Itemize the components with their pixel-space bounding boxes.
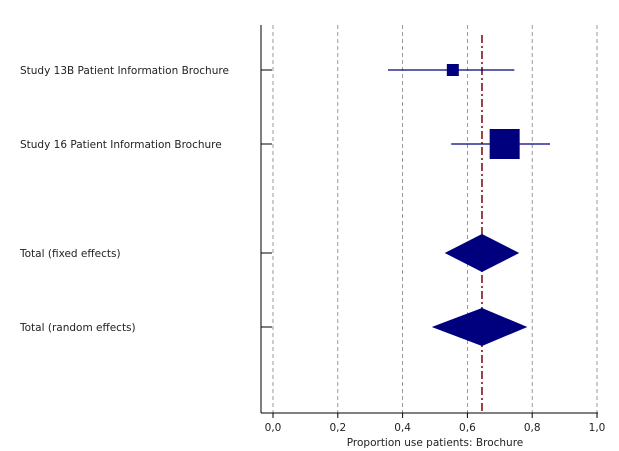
study-marker-1 bbox=[489, 129, 520, 159]
x-tick-label-5: 1,0 bbox=[589, 422, 606, 434]
grid-lines bbox=[272, 25, 598, 413]
study-label-1: Study 16 Patient Information Brochure bbox=[20, 139, 222, 151]
x-tick-label-1: 0,2 bbox=[329, 422, 346, 434]
pooled-diamond-2 bbox=[444, 234, 520, 272]
x-tick-label-0: 0,0 bbox=[265, 422, 282, 434]
total-label-3: Total (random effects) bbox=[19, 322, 136, 334]
x-tick-label-3: 0,6 bbox=[459, 422, 476, 434]
study-label-0: Study 13B Patient Information Brochure bbox=[20, 65, 229, 77]
x-axis-label: Proportion use patients: Brochure bbox=[347, 437, 524, 449]
study-marker-0 bbox=[446, 64, 459, 76]
x-tick-label-2: 0,4 bbox=[394, 422, 411, 434]
pooled-diamond-3 bbox=[431, 308, 528, 346]
axes bbox=[260, 25, 598, 418]
x-tick-label-4: 0,8 bbox=[524, 422, 541, 434]
total-label-2: Total (fixed effects) bbox=[19, 248, 121, 260]
study-rows: Study 13B Patient Information Brochure St… bbox=[19, 64, 551, 346]
x-tick-labels: 0,0 0,2 0,4 0,6 0,8 1,0 bbox=[265, 422, 606, 434]
